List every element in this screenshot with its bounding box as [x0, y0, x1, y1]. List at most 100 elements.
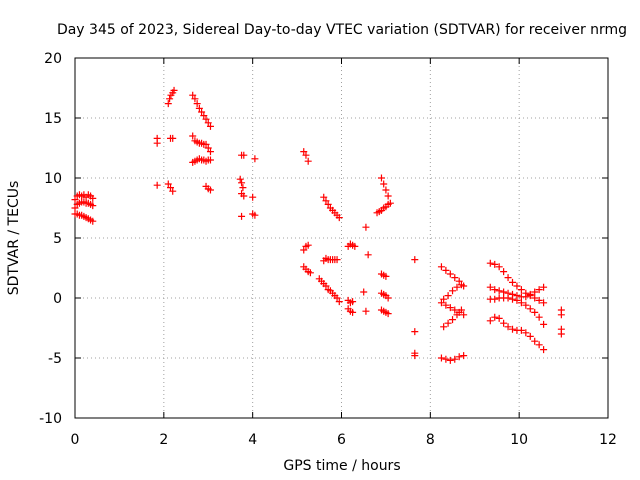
data-point: [517, 326, 525, 334]
data-point: [166, 184, 174, 192]
series-track-4f: [315, 275, 343, 306]
series-track-6g: [411, 349, 419, 360]
series-track-7a: [437, 263, 468, 290]
series-track-2a: [189, 91, 214, 130]
series-track-8d: [486, 313, 548, 354]
data-point: [333, 294, 341, 302]
data-point: [504, 274, 512, 282]
series-track-5e: [360, 288, 370, 315]
data-point: [495, 314, 503, 322]
y-axis-label: SDTVAR / TECUs: [6, 181, 22, 296]
data-point: [238, 179, 246, 187]
series-track-2c: [189, 155, 214, 166]
data-point: [446, 304, 454, 312]
data-point: [522, 301, 530, 309]
data-point: [411, 328, 419, 336]
chart-title: Day 345 of 2023, Sidereal Day-to-day VTE…: [57, 22, 627, 38]
series-track-0c: [71, 210, 97, 225]
data-point: [540, 346, 548, 354]
y-tick-label: 10: [44, 171, 62, 187]
data-point: [540, 299, 548, 307]
data-point: [460, 311, 468, 319]
data-point: [540, 320, 548, 328]
data-point: [442, 266, 450, 274]
data-point: [535, 341, 543, 349]
data-point: [384, 200, 392, 208]
y-tick-label: -5: [48, 351, 62, 367]
data-point: [170, 86, 178, 94]
data-point: [71, 204, 79, 212]
series-track-8e: [557, 306, 565, 319]
data-point: [364, 251, 372, 259]
data-point: [513, 296, 521, 304]
series-track-0b: [71, 198, 97, 212]
data-point: [240, 151, 248, 159]
series-track-1d: [153, 180, 177, 195]
x-tick-label: 10: [510, 432, 528, 448]
data-point: [526, 290, 534, 298]
data-point: [495, 263, 503, 271]
data-point: [349, 298, 357, 306]
data-point: [189, 91, 197, 99]
data-point: [453, 311, 461, 319]
data-point: [437, 263, 445, 271]
data-point: [304, 241, 312, 249]
data-point: [449, 287, 457, 295]
data-point: [302, 151, 310, 159]
data-point: [446, 356, 454, 364]
series-track-1c: [166, 134, 177, 142]
data-point: [320, 193, 328, 201]
x-tick-label: 4: [248, 432, 257, 448]
tick-layer: 0 2 4 6 8 10 12 -10 -5 0 5 10 15 20: [39, 51, 617, 448]
data-point: [89, 202, 97, 210]
data-point: [191, 95, 199, 103]
data-point: [71, 196, 79, 204]
data-point: [195, 104, 203, 112]
data-point: [557, 311, 565, 319]
data-point: [89, 217, 97, 225]
data-point: [535, 296, 543, 304]
data-point: [382, 186, 390, 194]
data-point: [169, 134, 177, 142]
grid-layer: [75, 58, 608, 418]
data-point: [166, 95, 174, 103]
data-point: [455, 277, 463, 285]
series-track-5a: [344, 240, 359, 250]
data-point: [444, 292, 452, 300]
data-point: [333, 256, 341, 264]
data-point: [540, 283, 548, 291]
x-tick-label: 6: [337, 432, 346, 448]
data-point: [440, 295, 448, 303]
data-point: [198, 108, 206, 116]
data-point: [384, 294, 392, 302]
data-point: [236, 175, 244, 183]
data-point: [300, 148, 308, 156]
data-point: [444, 319, 452, 327]
data-point: [382, 272, 390, 280]
series-track-1b: [153, 134, 161, 147]
data-point: [300, 246, 308, 254]
data-point: [251, 211, 259, 219]
data-point: [509, 325, 517, 333]
data-point: [335, 298, 343, 306]
data-point: [239, 184, 247, 192]
data-point: [437, 354, 445, 362]
series-track-7e: [437, 352, 468, 364]
data-point: [189, 132, 197, 140]
series-track-6d: [377, 289, 392, 302]
data-point: [509, 278, 517, 286]
data-point: [164, 180, 172, 188]
x-tick-label: 0: [71, 432, 80, 448]
data-point: [457, 306, 465, 314]
data-point: [202, 140, 210, 148]
series-track-5c: [344, 296, 357, 307]
series-track-2b: [189, 132, 214, 156]
data-point: [411, 352, 419, 360]
series-track-7d: [440, 306, 465, 331]
data-point: [206, 122, 214, 130]
data-point: [442, 355, 450, 363]
data-point: [446, 270, 454, 278]
data-point: [504, 294, 512, 302]
data-point: [460, 352, 468, 360]
